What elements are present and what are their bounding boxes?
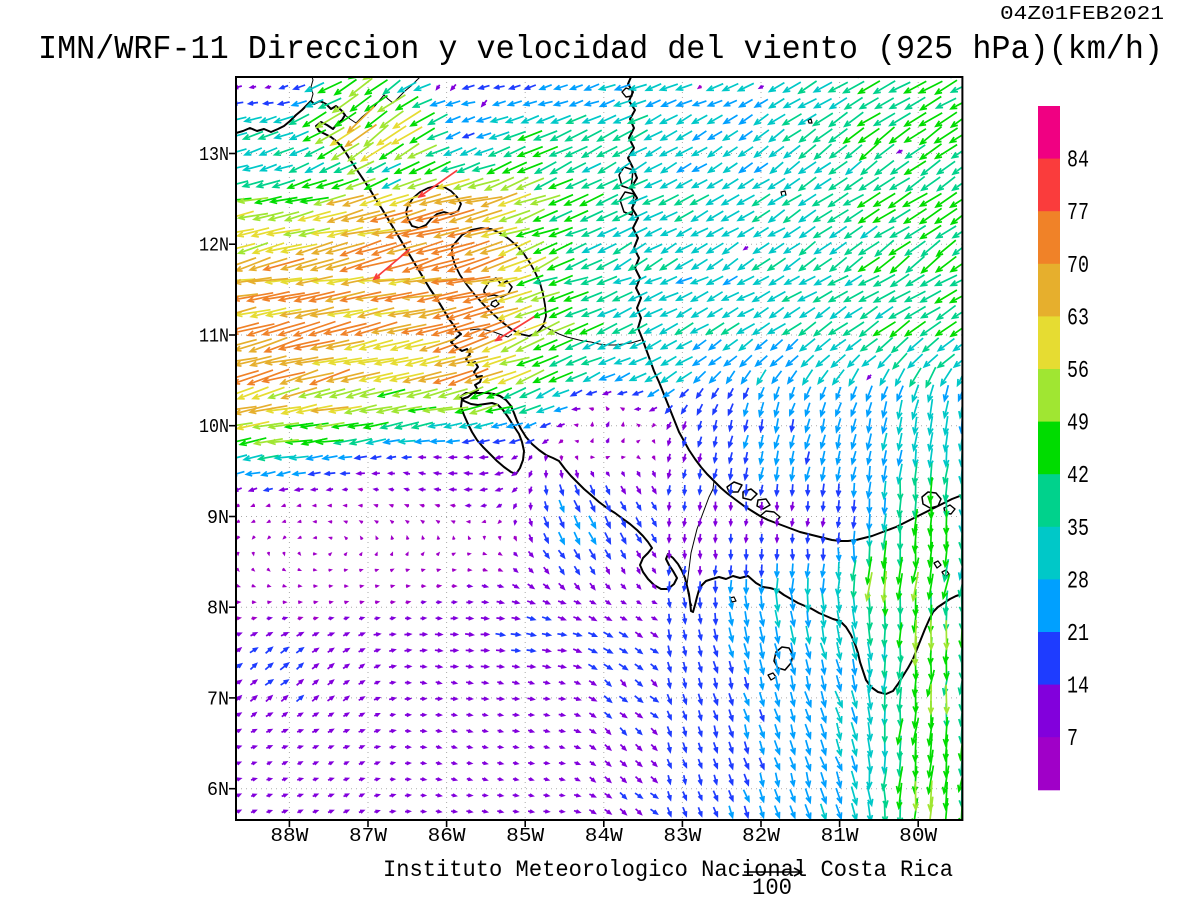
- svg-text:56: 56: [1067, 358, 1089, 385]
- svg-text:70: 70: [1067, 253, 1089, 280]
- svg-text:88W: 88W: [270, 825, 309, 847]
- svg-text:21: 21: [1067, 621, 1089, 648]
- svg-text:100: 100: [752, 875, 792, 900]
- svg-text:10N: 10N: [199, 416, 229, 438]
- svg-text:84: 84: [1067, 148, 1089, 175]
- svg-text:84W: 84W: [585, 825, 624, 847]
- svg-text:7: 7: [1067, 726, 1078, 753]
- svg-text:49: 49: [1067, 411, 1089, 438]
- svg-text:13N: 13N: [199, 144, 229, 166]
- svg-text:6N: 6N: [207, 779, 229, 801]
- svg-text:11N: 11N: [199, 326, 229, 348]
- svg-text:87W: 87W: [349, 825, 388, 847]
- svg-text:63: 63: [1067, 305, 1089, 332]
- svg-text:8N: 8N: [207, 598, 229, 620]
- svg-text:9N: 9N: [207, 507, 229, 529]
- svg-text:82W: 82W: [742, 825, 781, 847]
- svg-text:86W: 86W: [428, 825, 467, 847]
- svg-text:Instituto Meteorologico Nacion: Instituto Meteorologico Nacional Costa R…: [383, 857, 953, 883]
- svg-text:IMN/WRF-11 Direccion y velocid: IMN/WRF-11 Direccion y velocidad del vie…: [38, 31, 1163, 68]
- svg-text:28: 28: [1067, 568, 1089, 595]
- svg-text:12N: 12N: [199, 235, 229, 257]
- svg-text:80W: 80W: [899, 825, 938, 847]
- svg-text:7N: 7N: [207, 688, 229, 710]
- svg-text:42: 42: [1067, 463, 1089, 490]
- svg-text:04Z01FEB2021: 04Z01FEB2021: [1000, 3, 1164, 25]
- svg-text:85W: 85W: [506, 825, 545, 847]
- svg-text:77: 77: [1067, 200, 1089, 227]
- svg-text:14: 14: [1067, 674, 1089, 701]
- svg-text:83W: 83W: [663, 825, 702, 847]
- svg-text:81W: 81W: [821, 825, 860, 847]
- svg-text:35: 35: [1067, 516, 1089, 543]
